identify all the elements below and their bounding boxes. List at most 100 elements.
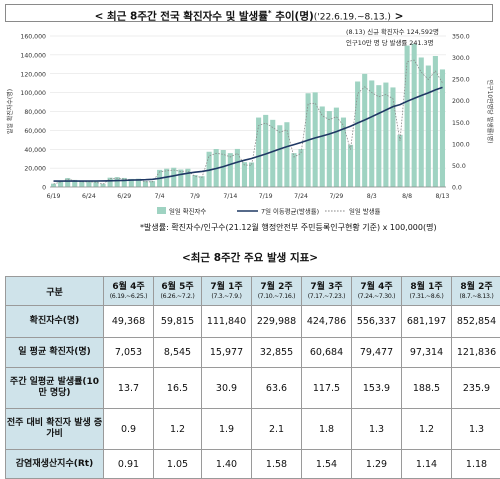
y-right-tick-label: 250.0 [452, 77, 470, 84]
y-left-tick-label: 80,000 [24, 109, 46, 116]
x-tick-label: 7/24 [294, 193, 308, 200]
row-label: 일 평균 확진자(명) [6, 338, 104, 368]
week-label: 7월 1주 [202, 282, 251, 293]
bar [171, 168, 176, 187]
table-cell: 97,314 [402, 338, 452, 368]
row-label: 주간 일평균 발생률(10만 명당) [6, 368, 104, 409]
table-cell: 8,545 [154, 338, 202, 368]
y-left-tick-label: 60,000 [24, 128, 46, 135]
week-range: (7.17.~7.23.) [302, 293, 351, 301]
table-cell: 153.9 [352, 368, 402, 409]
bar [242, 162, 247, 187]
x-tick-label: 7/29 [329, 193, 343, 200]
bar [433, 56, 438, 187]
bar [291, 153, 296, 187]
week-label: 6월 5주 [154, 282, 201, 293]
chart-title-suffix: 추이(명) [272, 11, 314, 23]
bar [355, 81, 360, 187]
row-label: 전주 대비 확진자 발생 증가비 [6, 409, 104, 450]
table-cell: 59,815 [154, 306, 202, 338]
table-header-row: 구분 6월 4주(6.19.~6.25.) 6월 5주(6.26.~7.2.) … [6, 277, 500, 306]
table-cell: 16.5 [154, 368, 202, 409]
week-label: 7월 2주 [252, 282, 301, 293]
bar [348, 145, 353, 187]
annotation-cases: (8.13) 신규 확진자수 124,592명 [346, 27, 439, 36]
bar [249, 162, 254, 187]
x-tick-label: 7/19 [259, 193, 273, 200]
table-cell: 32,855 [252, 338, 302, 368]
week-range: (6.26.~7.2.) [154, 293, 201, 301]
bar [221, 150, 226, 187]
week-label: 7월 3주 [302, 282, 351, 293]
table-cell: 1.8 [302, 409, 352, 450]
legend-swatch-bar [157, 207, 166, 214]
y-left-tick-label: 140,000 [20, 52, 46, 59]
y-right-tick-label: 300.0 [452, 55, 470, 62]
y-right-tick-label: 200.0 [452, 98, 470, 105]
week-label: 8월 1주 [402, 282, 451, 293]
footnote: *발생률: 확진자수/인구수(21.12월 행정안전부 주민등록인구현황 기준)… [140, 222, 498, 233]
table-cell: 852,854 [452, 306, 500, 338]
week-header: 6월 4주(6.19.~6.25.) [104, 277, 154, 306]
x-tick-label: 6/29 [117, 193, 131, 200]
table-cell: 188.5 [402, 368, 452, 409]
bar [115, 177, 120, 187]
week-range: (7.24.~7.30.) [352, 293, 401, 301]
table-cell: 235.9 [452, 368, 500, 409]
week-label: 7월 4주 [352, 282, 401, 293]
bar [397, 135, 402, 187]
bar [199, 176, 204, 187]
y-right-tick-label: 50.0 [452, 163, 466, 170]
x-tick-label: 8/13 [436, 193, 450, 200]
week-range: (8.7.~8.13.) [452, 293, 500, 301]
x-tick-label: 7/4 [155, 193, 165, 200]
table-cell: 1.58 [252, 450, 302, 479]
x-tick-label: 6/24 [82, 193, 96, 200]
table-cell: 60,684 [302, 338, 352, 368]
table-cell: 0.91 [104, 450, 154, 479]
y-left-tick-label: 0 [42, 185, 46, 192]
table-cell: 15,977 [202, 338, 252, 368]
table-cell: 30.9 [202, 368, 252, 409]
annotation-rate: 인구10만 명 당 발생률 241.3명 [346, 38, 434, 47]
week-label: 6월 4주 [104, 282, 153, 293]
chart-title-dates: ('22.6.19.~8.13.) [314, 13, 391, 23]
table-cell: 229,988 [252, 306, 302, 338]
y-left-tick-label: 160,000 [20, 34, 46, 41]
table-cell: 1.29 [352, 450, 402, 479]
y-left-axis-title: 일일 확진자수(명) [6, 89, 14, 134]
bar [320, 106, 325, 187]
legend-label: 일일 발생률 [349, 207, 381, 216]
table-cell: 556,337 [352, 306, 402, 338]
table-cell: 0.9 [104, 409, 154, 450]
table-cell: 424,786 [302, 306, 352, 338]
table-cell: 681,197 [402, 306, 452, 338]
week-header: 7월 3주(7.17.~7.23.) [302, 277, 352, 306]
table-cell: 1.3 [352, 409, 402, 450]
week-range: (7.3.~7.9.) [202, 293, 251, 301]
bar [390, 87, 395, 187]
x-tick-label: 8/3 [367, 193, 377, 200]
bar [178, 170, 183, 187]
week-range: (6.19.~6.25.) [104, 293, 153, 301]
table-cell: 1.3 [452, 409, 500, 450]
bar [228, 153, 233, 187]
bar [440, 69, 445, 187]
table-cell: 2.1 [252, 409, 302, 450]
bar [263, 115, 268, 187]
table-cell: 117.5 [302, 368, 352, 409]
row-label: 확진자수(명) [6, 306, 104, 338]
week-header: 6월 5주(6.26.~7.2.) [154, 277, 202, 306]
chart-title: < 최근 8주간 전국 확진자수 및 발생률 [95, 11, 268, 23]
table-cell: 13.7 [104, 368, 154, 409]
bar [270, 120, 275, 187]
row-label: 감염재생산지수(Rt) [6, 450, 104, 479]
x-tick-label: 7/14 [223, 193, 237, 200]
y-left-tick-label: 120,000 [20, 71, 46, 78]
x-tick-label: 7/9 [190, 193, 200, 200]
chart: 020,00040,00060,00080,000100,000120,0001… [0, 22, 500, 236]
